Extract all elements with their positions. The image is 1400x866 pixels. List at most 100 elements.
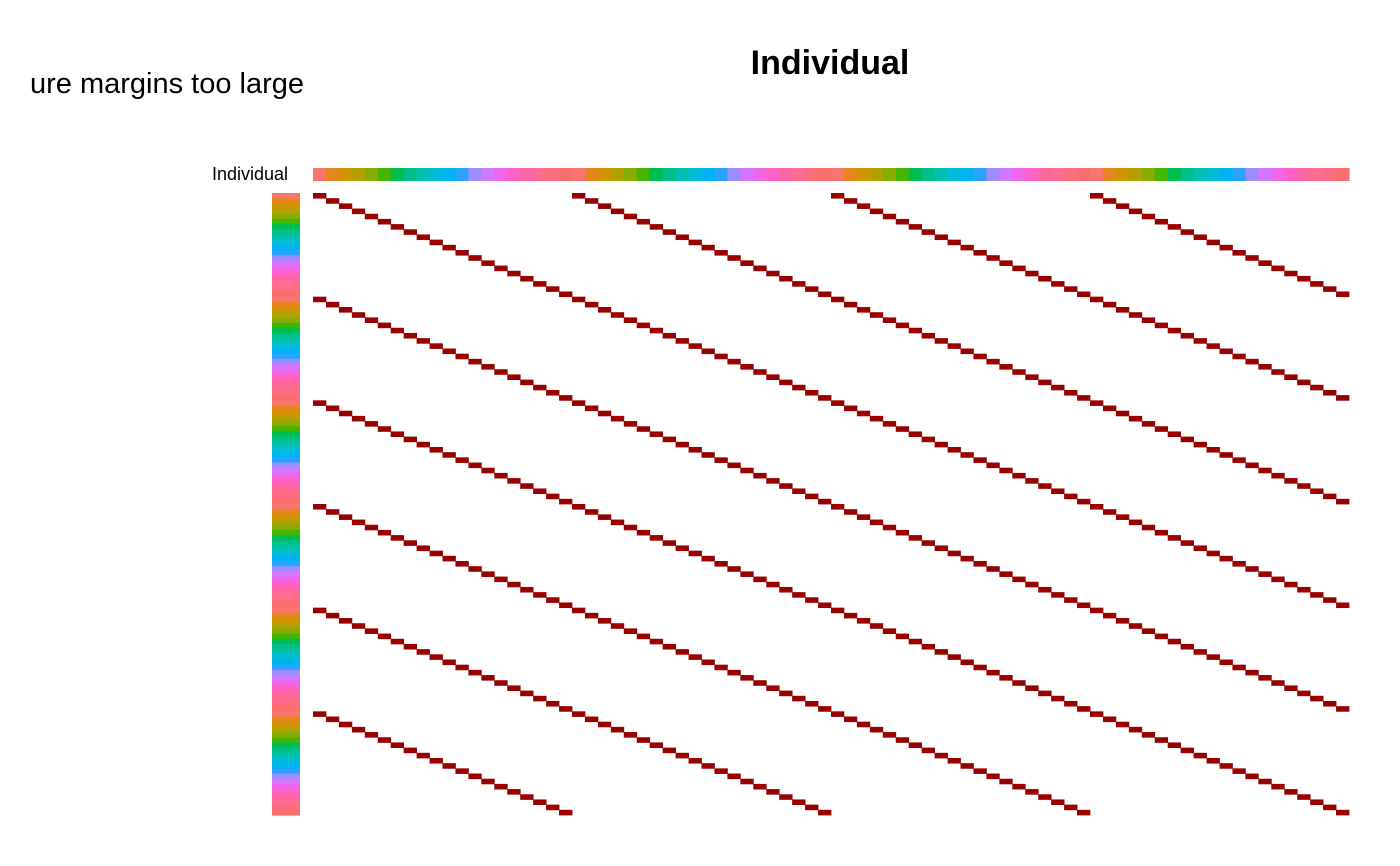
- column-annotation-cell: [1077, 168, 1091, 181]
- column-annotation-cell: [1141, 168, 1156, 181]
- heatmap-cell: [1232, 664, 1246, 671]
- heatmap-cell: [843, 716, 858, 723]
- row-annotation-cell: [272, 695, 300, 702]
- heatmap-cell: [494, 472, 508, 479]
- heatmap-cell: [572, 504, 586, 510]
- heatmap-cell: [1232, 561, 1246, 567]
- heatmap-cell: [1258, 260, 1272, 266]
- heatmap-cell: [908, 638, 923, 645]
- heatmap-cell: [468, 566, 482, 572]
- row-annotation-cell: [272, 498, 300, 505]
- heatmap-cell: [947, 446, 961, 453]
- heatmap-cell: [1051, 488, 1065, 495]
- row-annotation-cell: [272, 229, 300, 236]
- heatmap-cell: [1115, 203, 1130, 209]
- heatmap-cell: [1219, 348, 1233, 355]
- heatmap-cell: [1167, 535, 1182, 541]
- heatmap-cell: [856, 618, 871, 624]
- heatmap-cell: [792, 488, 806, 495]
- column-annotation-cell: [908, 168, 923, 181]
- heatmap-cell: [869, 623, 884, 629]
- row-annotation-cell: [272, 789, 300, 795]
- column-annotation-cell: [1115, 168, 1130, 181]
- column-annotation-cell: [688, 168, 703, 181]
- column-annotation-cell: [675, 168, 690, 181]
- heatmap-cell: [727, 255, 741, 261]
- heatmap-cell: [1284, 478, 1298, 484]
- heatmap-cell: [1154, 633, 1169, 640]
- heatmap-cell: [584, 198, 599, 204]
- heatmap-cell: [1245, 358, 1259, 365]
- heatmap-cell: [442, 555, 456, 562]
- row-annotation-cell: [272, 493, 300, 500]
- row-annotation-cell: [272, 752, 300, 759]
- heatmap-cell: [416, 338, 430, 344]
- heatmap-cell: [559, 706, 573, 712]
- column-annotation-cell: [1245, 168, 1259, 181]
- column-annotation-cell: [999, 168, 1013, 181]
- heatmap-cell: [636, 529, 651, 536]
- column-annotation-cell: [934, 168, 949, 181]
- row-annotation-cell: [272, 561, 300, 567]
- heatmap-cell: [1154, 737, 1169, 743]
- heatmap-cell: [792, 384, 806, 391]
- heatmap-cell: [856, 203, 871, 209]
- heatmap-cell: [1271, 472, 1285, 479]
- heatmap-cell: [779, 794, 793, 800]
- heatmap-cell: [390, 431, 405, 438]
- column-annotation-cell: [895, 168, 910, 181]
- row-annotation-cell: [272, 244, 300, 251]
- heatmap-cell: [1284, 374, 1298, 380]
- column-annotation-cell: [1258, 168, 1272, 181]
- heatmap-cell: [947, 550, 961, 557]
- heatmap-cell: [623, 732, 638, 738]
- heatmap-cell: [1323, 597, 1337, 603]
- heatmap-cell: [338, 514, 353, 520]
- heatmap-cell: [429, 446, 443, 453]
- heatmap-cell: [520, 275, 534, 282]
- heatmap-cell: [442, 763, 456, 769]
- column-annotation-cell: [947, 168, 962, 181]
- heatmap-cell: [727, 669, 741, 676]
- heatmap-cell: [1102, 612, 1117, 619]
- column-annotation-cell: [351, 168, 366, 181]
- heatmap-cell: [377, 218, 392, 225]
- heatmap-cell: [805, 493, 819, 500]
- heatmap-cell: [740, 364, 754, 370]
- heatmap-cell: [1323, 389, 1337, 396]
- heatmap-cell: [714, 768, 728, 774]
- heatmap-cell: [934, 545, 948, 552]
- heatmap-cell: [325, 716, 340, 723]
- heatmap-cell: [1025, 374, 1039, 380]
- row-annotation-cell: [272, 203, 300, 210]
- heatmap-cell: [597, 410, 612, 417]
- heatmap-cell: [313, 504, 327, 510]
- heatmap-cell: [805, 389, 819, 396]
- heatmap-cell: [831, 296, 845, 303]
- heatmap-cell: [325, 509, 340, 515]
- heatmap-cell: [1336, 395, 1350, 401]
- heatmap-cell: [701, 348, 715, 355]
- row-annotation-cell: [272, 757, 300, 764]
- heatmap-cell: [1115, 307, 1130, 313]
- row-annotation-cell: [272, 545, 300, 552]
- column-annotation-cell: [1154, 168, 1169, 181]
- heatmap-cell: [727, 462, 741, 469]
- heatmap-cell: [377, 529, 392, 536]
- heatmap-cell: [610, 519, 625, 526]
- heatmap-cell: [869, 519, 884, 526]
- column-annotation-cell: [1271, 168, 1285, 181]
- heatmap-cell: [1167, 431, 1182, 438]
- heatmap-cell: [688, 550, 702, 557]
- heatmap-cell: [1038, 483, 1052, 489]
- heatmap-cell: [1012, 783, 1026, 790]
- heatmap-cell: [818, 809, 832, 816]
- heatmap-cell: [1141, 732, 1156, 738]
- column-annotation-cell: [572, 168, 586, 181]
- heatmap-cell: [921, 540, 935, 546]
- heatmap-cell: [403, 436, 417, 443]
- heatmap-cell: [1297, 586, 1311, 593]
- heatmap-cell: [1154, 218, 1169, 225]
- column-annotation-cell: [636, 168, 651, 181]
